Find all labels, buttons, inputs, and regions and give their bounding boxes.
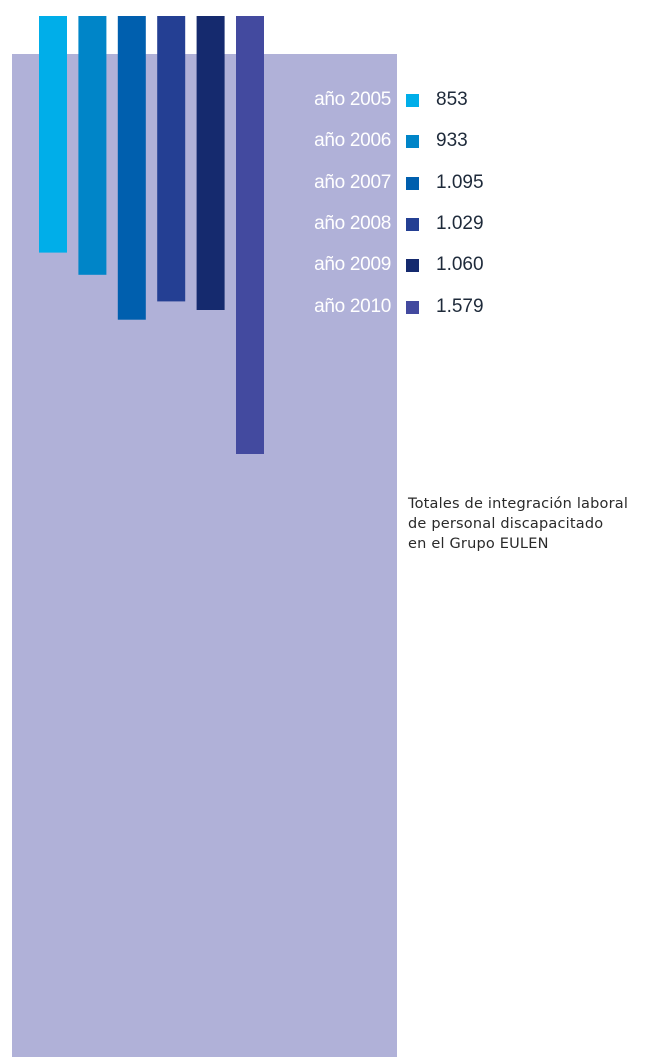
- legend-swatch: [406, 176, 419, 190]
- bar-año-2009: [196, 16, 225, 310]
- legend-item: año 2010 1.579: [0, 287, 646, 328]
- legend-year-label: año 2009: [314, 254, 391, 276]
- legend-swatch: [406, 217, 419, 231]
- legend-year-label: año 2010: [314, 295, 391, 317]
- legend-item: año 2008 1.029: [0, 204, 646, 245]
- legend-value-label: 1.095: [436, 171, 484, 193]
- legend-item: año 2006 933: [0, 121, 646, 162]
- legend-year-label: año 2005: [314, 89, 391, 110]
- legend-swatch: [406, 300, 419, 314]
- caption-line-3: en el Grupo EULEN: [408, 536, 549, 552]
- bar-año-2007: [117, 16, 146, 320]
- legend-item: año 2007 1.095: [0, 163, 646, 204]
- legend-year-label: año 2006: [314, 130, 391, 152]
- legend-year-label: año 2007: [314, 171, 391, 193]
- caption-line-1: Totales de integración laboral: [408, 496, 629, 512]
- chart-caption: Totales de integración laboral de person…: [408, 494, 644, 554]
- caption-line-2: de personal discapacitado: [408, 516, 604, 532]
- legend-value-label: 853: [436, 89, 468, 110]
- legend-year-label: año 2008: [314, 212, 391, 234]
- bar-año-2006: [78, 16, 107, 275]
- legend-item: año 2005 853: [0, 80, 646, 121]
- legend-value-label: 933: [436, 130, 468, 152]
- bar-año-2010: [236, 16, 264, 454]
- legend-value-label: 1.029: [436, 212, 484, 234]
- legend-value-label: 1.579: [436, 295, 484, 317]
- bar-año-2008: [157, 16, 186, 302]
- bar-año-2005: [39, 16, 67, 253]
- legend-swatch: [406, 259, 419, 273]
- legend-value-label: 1.060: [436, 254, 484, 276]
- legend-swatch: [406, 94, 419, 107]
- legend-swatch: [406, 135, 419, 149]
- legend-item: año 2009 1.060: [0, 245, 646, 286]
